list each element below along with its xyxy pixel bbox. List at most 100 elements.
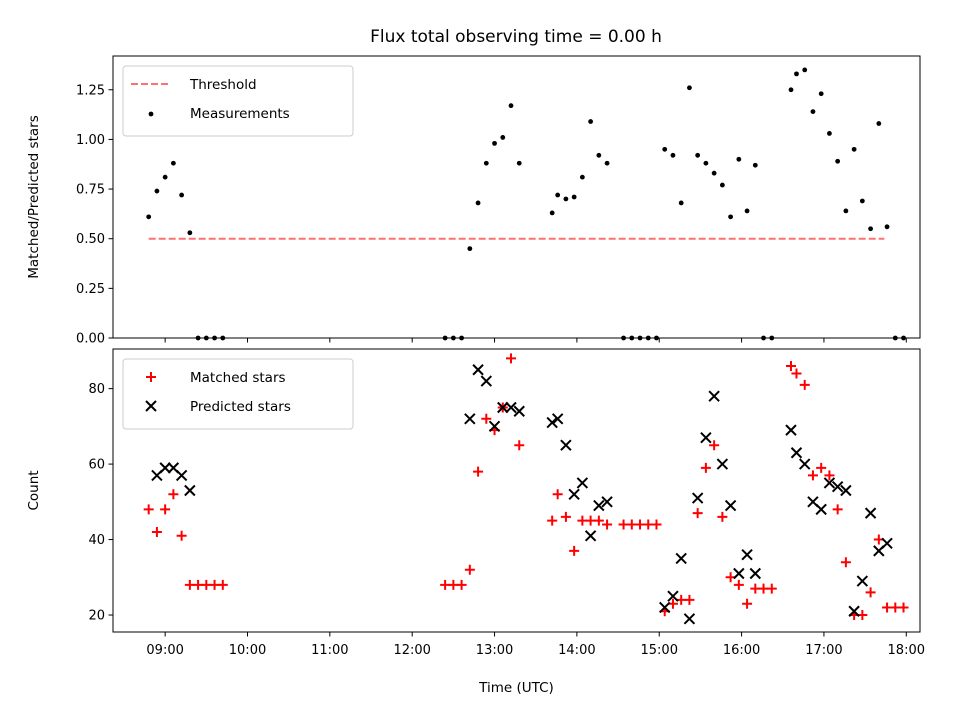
legend-matched-swatch [146,372,156,382]
predicted-stars-point [497,401,509,414]
x-tick-label: 14:00 [558,643,595,658]
top-chart-title: Flux total observing time = 0.00 h [370,27,662,47]
x-tick-label: 10:00 [229,643,266,658]
matched-stars-point [569,545,580,556]
measurement-point [555,192,561,198]
predicted-stars-point [831,481,844,493]
predicted-stars-point [749,567,762,580]
matched-stars-point [717,511,728,522]
predicted-stars-point [464,413,476,425]
measurement-point [843,208,849,214]
matched-stars-point [832,504,843,515]
legend: Threshold Measurements [122,65,354,137]
predicted-stars-point [505,401,517,414]
measurement-point [549,210,555,216]
legend-box [122,65,354,137]
y-axis-label: Count [26,470,42,510]
y-tick-label: 0.25 [76,282,105,297]
matched-stars-point [560,511,571,522]
matched-stars-point [506,353,517,364]
matched-stars-point [898,602,909,613]
x-tick-label: 11:00 [311,643,348,658]
measurement-point [884,224,890,230]
legend: Matched stars Predicted stars [122,358,354,430]
predicted-stars-point [480,375,493,387]
matched-stars-point [766,583,777,594]
predicted-stars-point [667,590,679,602]
matched-stars-point [168,489,179,500]
y-tick-label: 1.00 [76,133,105,148]
legend-label: Matched stars [190,370,286,386]
x-tick-label: 15:00 [641,643,678,658]
measurement-point [788,87,794,93]
measurement-point [162,174,168,180]
predicted-stars-point [601,496,613,508]
x-tick-label: 09:00 [146,643,183,658]
measurement-point [810,109,816,115]
predicted-stars-point [840,484,852,497]
y-tick-label: 60 [88,458,105,473]
measurement-point [711,170,717,176]
measurement-point [475,200,481,206]
measurement-point [876,121,882,126]
measurement-point [678,200,684,206]
measurement-point [516,160,522,166]
predicted-stars-point [175,469,188,482]
predicted-stars-point [733,567,745,580]
predicted-stars-point [472,364,484,376]
matched-stars-point [742,598,753,609]
matched-stars-point [160,504,171,515]
matched-stars-point [816,462,827,473]
predicted-stars-point [488,420,501,433]
x-tick-label: 17:00 [805,643,842,658]
predicted-stars-point [691,492,704,504]
matched-stars-point [143,504,154,515]
predicted-stars-point [560,439,572,451]
predicted-stars-point [716,458,729,470]
matched-stars-point [684,594,695,605]
matched-stars-point [602,519,613,530]
x-axis-label: Time (UTC) [478,680,554,696]
predicted-stars-point [584,530,597,542]
predicted-stars-point [551,413,564,425]
predicted-stars-point [815,503,827,516]
measurement-point [851,146,857,152]
legend-measurement-swatch [148,111,154,117]
measurement-point [752,162,758,168]
predicted-stars-point [864,507,877,519]
matched-stars-point [791,368,802,379]
measurement-point [662,146,668,152]
matched-stars-point [473,466,484,477]
measurement-point [703,160,709,166]
matched-stars-point [692,508,703,519]
plot-frame [112,55,921,339]
measurement-point [563,196,569,202]
predicted-stars-point [785,424,797,436]
measurement-point [736,156,742,162]
matched-stars-point [456,579,467,590]
measurement-point [154,188,160,194]
predicted-stars-point [724,499,737,512]
predicted-stars-point [848,605,860,617]
y-tick-label: 0.00 [76,332,105,347]
measurement-point [579,174,585,180]
predicted-stars-point [823,477,836,489]
measurement-point [187,230,193,236]
legend-box [122,358,354,430]
predicted-stars-point [568,488,580,500]
measurement-point [588,119,594,124]
predicted-stars-point [881,537,893,550]
y-tick-label: 40 [88,533,105,548]
matched-stars-point [865,587,876,598]
measurement-point [827,131,832,136]
measurement-point [802,67,808,73]
measurement-point [146,214,152,220]
legend-label: Threshold [189,77,257,93]
matched-stars-point [464,564,475,575]
matched-stars-point [514,440,525,451]
measurement-point [744,208,750,214]
y-axis-label: Matched/Predicted stars [26,115,42,278]
matched-stars-point [785,360,796,371]
matched-stars-point [151,527,162,538]
